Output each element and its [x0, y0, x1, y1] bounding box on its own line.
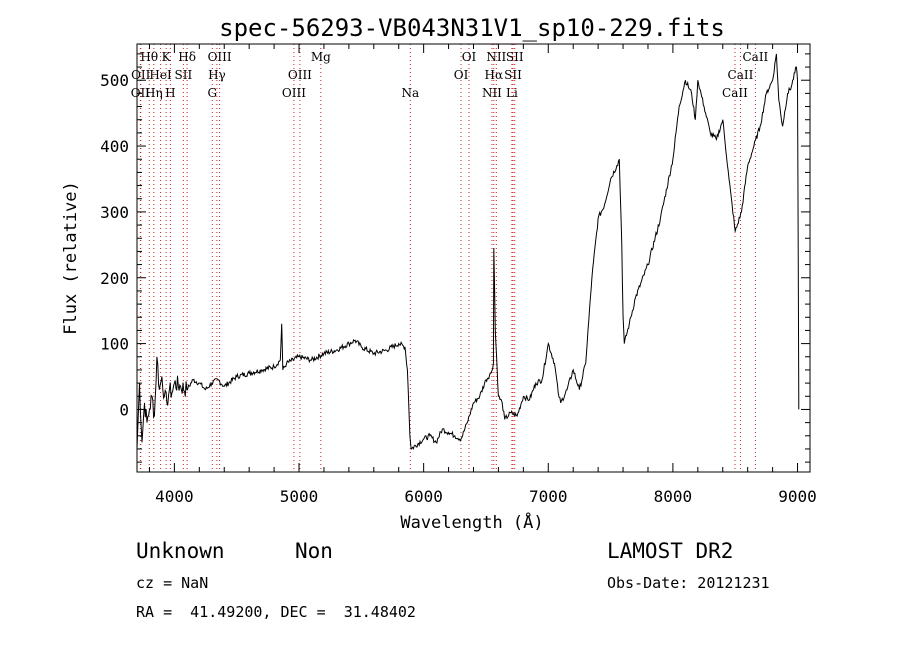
line-marker-label: HeI: [149, 68, 172, 82]
line-marker-label: Na: [401, 86, 419, 100]
plot-frame: [136, 43, 811, 473]
x-tick-label: 4000: [155, 487, 194, 506]
redshift-label: cz = NaN: [136, 574, 209, 592]
x-tick-label: 5000: [280, 487, 319, 506]
x-tick-label: 7000: [529, 487, 568, 506]
y-tick-label: 500: [100, 71, 129, 90]
y-tick-label: 400: [100, 137, 129, 156]
line-marker-label: Hα: [485, 68, 504, 82]
obs-date-label: Obs-Date: 20121231: [607, 574, 770, 592]
x-axis-label: Wavelength (Å): [400, 511, 543, 533]
y-axis-label: Flux (relative): [61, 181, 81, 335]
line-marker-label: Mg: [311, 50, 331, 64]
line-marker-label: H: [165, 86, 175, 100]
spectrum-line: [136, 53, 800, 451]
line-marker-label: Hη: [145, 86, 163, 100]
line-marker-label: OII: [131, 68, 151, 82]
line-marker-label: Hδ: [178, 50, 196, 64]
chart-title: spec-56293-VB043N31V1_sp10-229.fits: [219, 14, 725, 42]
line-marker-label: SII: [175, 68, 193, 82]
y-tick-label: 200: [100, 269, 129, 288]
subclass-label: Non: [295, 539, 333, 563]
line-marker-label: NII: [482, 86, 502, 100]
line-marker-label: OI: [454, 68, 469, 82]
line-marker-label: K: [162, 50, 172, 64]
y-tick-label: 0: [119, 400, 129, 419]
line-marker-label: G: [207, 86, 217, 100]
line-marker-label: Li: [506, 86, 518, 100]
y-tick-label: 100: [100, 335, 129, 354]
x-tick-label: 8000: [654, 487, 693, 506]
y-axis-ticks: 0 100 200 300 400 500: [100, 53, 810, 463]
line-markers: [139, 44, 756, 472]
x-axis-ticks: 4000 5000 6000 7000 8000 9000: [148, 44, 817, 506]
line-marker-label: SII: [506, 50, 524, 64]
line-marker-label: CaII: [728, 68, 754, 82]
y-tick-label: 300: [100, 203, 129, 222]
line-marker-label: CaII: [742, 50, 768, 64]
line-marker-label: OIII: [288, 68, 312, 82]
line-marker-label: OIII: [282, 86, 306, 100]
line-marker-label: Hθ: [140, 50, 158, 64]
line-marker-labels: OIIOIIHθHηHeIKHSIIHδGHγOIIIOIIIOIIIMgNaO…: [131, 50, 769, 100]
class-label: Unknown: [136, 539, 225, 563]
x-tick-label: 9000: [778, 487, 817, 506]
survey-label: LAMOST DR2: [607, 539, 734, 563]
coordinates-label: RA = 41.49200, DEC = 31.48402: [136, 603, 416, 621]
line-marker-label: SII: [504, 68, 522, 82]
line-marker-label: OI: [462, 50, 477, 64]
x-tick-label: 6000: [404, 487, 443, 506]
line-marker-label: NII: [486, 50, 506, 64]
line-marker-label: OIII: [208, 50, 232, 64]
line-marker-label: Hγ: [208, 68, 226, 82]
series-layer: [136, 53, 800, 451]
line-marker-label: CaII: [722, 86, 748, 100]
